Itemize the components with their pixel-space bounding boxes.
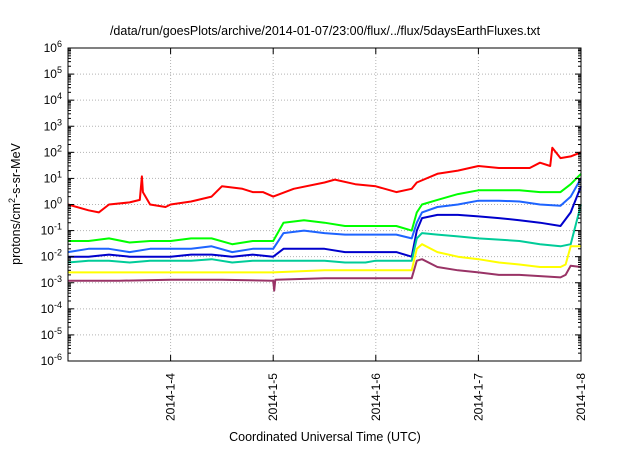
x-axis-ticks: 2014-1-4 2014-1-5 2014-1-6 2014-1-7 2014-1-8 xyxy=(164,48,588,421)
x-tick-label: 2014-1-4 xyxy=(164,373,178,421)
y-tick-label: 101 xyxy=(44,169,62,185)
series-line-1 xyxy=(67,146,582,214)
y-tick-label: 104 xyxy=(44,91,62,107)
y-tick-label: 10-1 xyxy=(41,222,62,238)
y-tick-label: 105 xyxy=(44,65,62,81)
y-tick-label: 100 xyxy=(44,196,62,212)
grid xyxy=(68,48,581,361)
x-tick-label: 2014-1-6 xyxy=(369,373,383,421)
y-tick-label: 10-3 xyxy=(41,274,62,290)
series-line-6 xyxy=(68,243,581,274)
x-tick-label: 2014-1-5 xyxy=(266,373,280,421)
y-label-part-2: -s-sr-MeV xyxy=(9,142,23,198)
x-tick-label: 2014-1-7 xyxy=(471,373,485,421)
series-line-5 xyxy=(67,204,582,264)
y-label-part-1: protons/cm xyxy=(9,203,23,265)
x-tick-label: 2014-1-8 xyxy=(574,373,588,421)
y-tick-label: 103 xyxy=(44,117,62,133)
y-tick-label: 10-5 xyxy=(41,326,62,342)
y-tick-label: 10-6 xyxy=(41,352,62,368)
series-line-2 xyxy=(68,173,582,246)
chart-title: /data/run/goesPlots/archive/2014-01-07/2… xyxy=(110,24,541,38)
series-layer xyxy=(67,146,582,292)
y-tick-label: 10-4 xyxy=(41,300,62,316)
series-line-7 xyxy=(68,258,582,292)
y-tick-label: 106 xyxy=(44,39,62,55)
y-axis-ticks: 106 105 104 103 102 101 100 10-1 10-2 10-3 10-4 10-… xyxy=(41,39,581,368)
series-line-3 xyxy=(67,177,582,254)
y-tick-label: 10-2 xyxy=(41,248,62,264)
series-line-4 xyxy=(68,185,582,258)
y-label-superscript: 2 xyxy=(7,198,17,203)
x-axis-label: Coordinated Universal Time (UTC) xyxy=(229,430,421,444)
y-tick-label: 102 xyxy=(44,143,62,159)
plot-frame xyxy=(67,47,582,362)
y-axis-label: protons/cm2-s-sr-MeV xyxy=(7,142,23,264)
